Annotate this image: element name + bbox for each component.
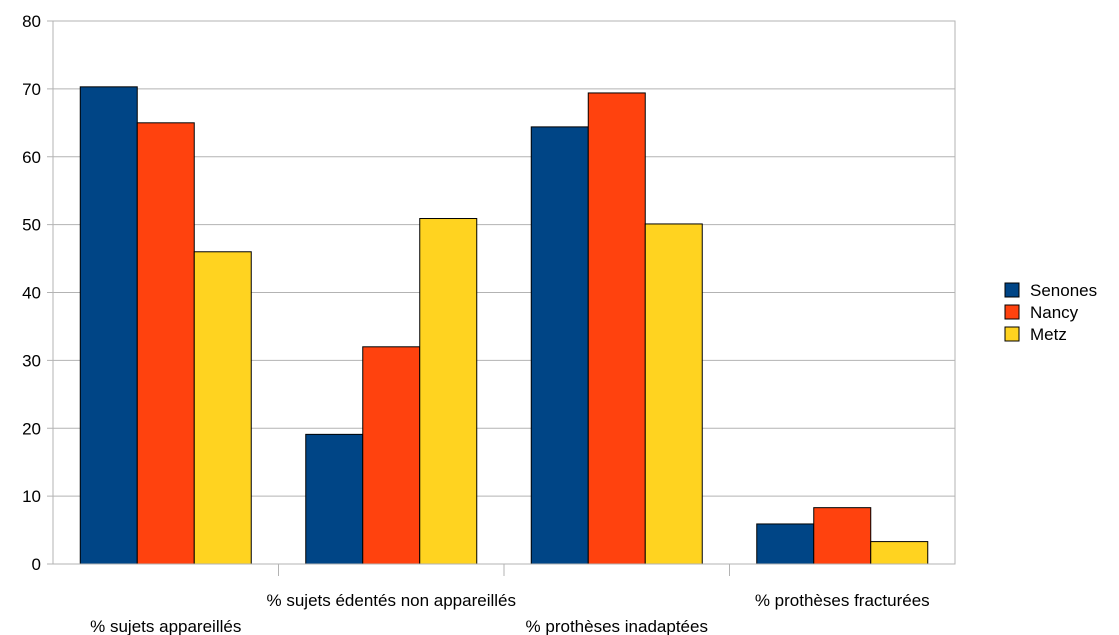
bar-metz-1 bbox=[419, 218, 478, 565]
legend-swatch-senones bbox=[1004, 282, 1020, 298]
y-tick-label: 80 bbox=[22, 12, 41, 31]
legend-swatch-metz bbox=[1004, 326, 1020, 342]
x-category-label: % sujets édentés non appareillés bbox=[267, 591, 517, 610]
legend-label-metz: Metz bbox=[1030, 325, 1067, 344]
y-tick-label: 50 bbox=[22, 216, 41, 235]
y-tick-label: 60 bbox=[22, 148, 41, 167]
bar-nancy-0 bbox=[136, 122, 195, 565]
bars bbox=[79, 86, 929, 565]
bar-metz-2 bbox=[644, 223, 703, 565]
x-category-label: % prothèses inadaptées bbox=[526, 617, 708, 635]
y-tick-label: 10 bbox=[22, 487, 41, 506]
bar-metz-3 bbox=[870, 541, 929, 565]
bar-nancy-2 bbox=[587, 92, 646, 565]
x-category-label: % sujets appareillés bbox=[90, 617, 241, 635]
x-axis-category-labels: % sujets appareillés % sujets édentés non… bbox=[90, 564, 930, 635]
bar-nancy-3 bbox=[813, 507, 872, 565]
legend-label-senones: Senones bbox=[1030, 281, 1097, 300]
y-tick-label: 70 bbox=[22, 80, 41, 99]
bar-nancy-1 bbox=[362, 346, 421, 565]
legend: Senones Nancy Metz bbox=[1004, 281, 1097, 344]
bar-senones-0 bbox=[79, 86, 138, 565]
bar-senones-1 bbox=[305, 433, 364, 565]
x-category-label: % prothèses fracturées bbox=[755, 591, 930, 610]
legend-swatch-nancy bbox=[1004, 304, 1020, 320]
y-tick-label: 0 bbox=[32, 555, 41, 574]
legend-label-nancy: Nancy bbox=[1030, 303, 1079, 322]
bar-senones-2 bbox=[530, 126, 589, 565]
y-tick-label: 20 bbox=[22, 419, 41, 438]
y-axis-tick-labels: 0 10 20 30 40 50 60 70 80 bbox=[22, 12, 41, 574]
bar-metz-0 bbox=[193, 251, 252, 565]
y-tick-label: 30 bbox=[22, 351, 41, 370]
y-tick-label: 40 bbox=[22, 284, 41, 303]
bar-senones-3 bbox=[756, 523, 815, 565]
